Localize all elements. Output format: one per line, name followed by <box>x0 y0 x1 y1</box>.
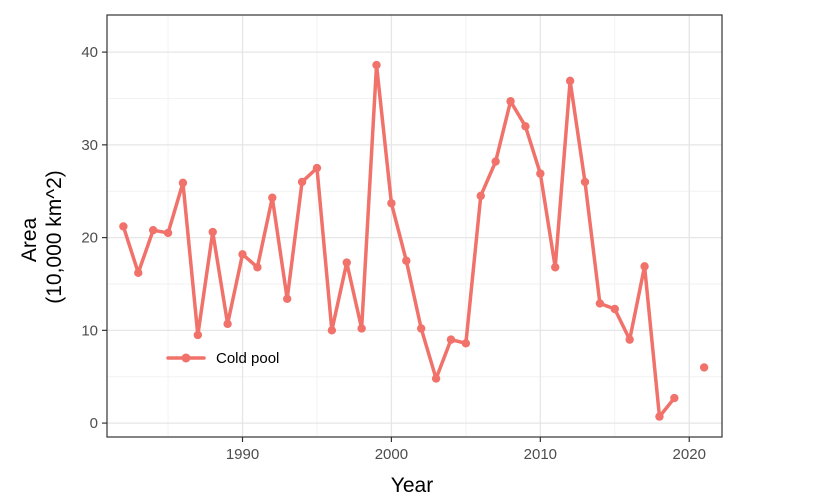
y-tick-label: 30 <box>81 137 98 154</box>
series-line <box>121 63 677 419</box>
data-point <box>312 163 322 173</box>
legend: Cold pool <box>166 350 279 367</box>
data-point <box>551 263 560 272</box>
data-point <box>402 256 411 265</box>
data-point <box>536 169 545 178</box>
y-axis-title-line1: Area <box>18 217 41 262</box>
data-point <box>476 191 485 201</box>
data-point <box>506 97 515 106</box>
data-point <box>357 324 366 333</box>
data-point <box>461 339 471 348</box>
data-point <box>446 335 456 344</box>
plot-panel-border <box>106 14 723 438</box>
data-point <box>119 222 128 231</box>
data-point <box>580 177 590 187</box>
data-point <box>223 319 232 329</box>
data-point <box>238 250 247 259</box>
data-point <box>342 258 351 267</box>
axis-ticks <box>102 51 690 442</box>
x-tick-label: 2000 <box>375 446 408 463</box>
data-point <box>208 227 217 237</box>
legend-label: Cold pool <box>216 350 279 367</box>
y-tick-label: 0 <box>90 415 98 432</box>
x-axis-title: Year <box>391 474 433 497</box>
data-point <box>417 324 426 333</box>
data-point <box>134 268 143 278</box>
data-point <box>595 299 605 308</box>
data-point <box>253 263 262 272</box>
data-point <box>640 262 649 271</box>
data-point <box>327 326 337 335</box>
data-point <box>610 304 619 314</box>
data-point <box>148 225 158 235</box>
data-point <box>178 178 188 188</box>
major-gridlines <box>107 15 722 437</box>
legend-key-marker <box>181 353 191 363</box>
data-point <box>297 177 307 187</box>
data-point <box>163 228 173 238</box>
data-point <box>521 122 530 131</box>
x-tick-label: 2020 <box>673 446 706 463</box>
y-tick-labels: 0 10 20 30 40 <box>81 44 98 432</box>
y-tick-label: 40 <box>81 44 98 61</box>
data-point <box>268 193 277 202</box>
data-point <box>491 157 500 166</box>
x-tick-label: 1990 <box>226 446 259 463</box>
y-tick-label: 10 <box>81 322 98 339</box>
data-point <box>625 335 634 344</box>
minor-gridlines <box>107 15 722 437</box>
x-tick-labels: 1990 2000 2010 2020 <box>226 446 706 463</box>
data-point <box>431 374 441 383</box>
data-point <box>655 412 664 421</box>
y-axis-title: Area (10,000 km^2) <box>18 170 66 304</box>
data-point <box>565 76 575 86</box>
series-layer <box>119 60 709 421</box>
data-point <box>387 199 396 208</box>
data-point <box>699 363 709 372</box>
data-point <box>372 60 381 70</box>
x-tick-label: 2010 <box>524 446 557 463</box>
data-point <box>282 294 292 304</box>
data-point <box>193 330 203 340</box>
y-axis-title-line2: (10,000 km^2) <box>43 170 66 304</box>
y-tick-label: 20 <box>81 230 98 247</box>
data-point <box>670 393 679 403</box>
